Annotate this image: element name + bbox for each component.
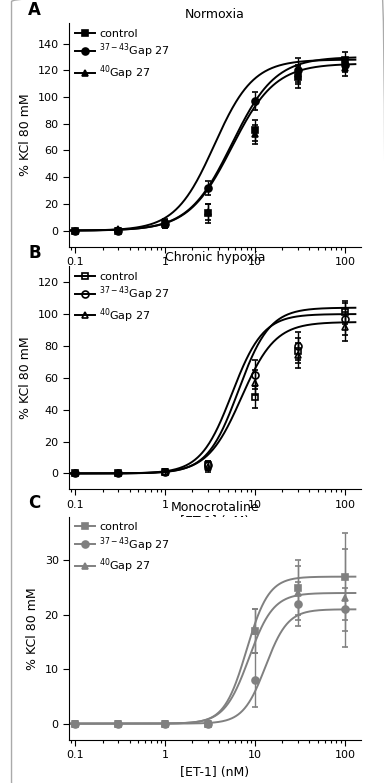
Y-axis label: % KCl 80 mM: % KCl 80 mM bbox=[26, 587, 39, 669]
X-axis label: [ET-1] (nM): [ET-1] (nM) bbox=[180, 766, 250, 779]
X-axis label: [ET-1] (nM): [ET-1] (nM) bbox=[180, 272, 250, 286]
Text: B: B bbox=[28, 244, 41, 262]
X-axis label: [ET-1] (nM): [ET-1] (nM) bbox=[180, 515, 250, 529]
Y-axis label: % KCl 80 mM: % KCl 80 mM bbox=[19, 337, 32, 419]
Title: Chronic hypoxia: Chronic hypoxia bbox=[165, 251, 265, 264]
Title: Monocrotaline: Monocrotaline bbox=[171, 501, 259, 514]
Text: A: A bbox=[28, 1, 41, 19]
Legend: control, $^{37-43}$Gap 27, $^{40}$Gap 27: control, $^{37-43}$Gap 27, $^{40}$Gap 27 bbox=[73, 269, 172, 327]
Text: C: C bbox=[28, 494, 41, 512]
Legend: control, $^{37-43}$Gap 27, $^{40}$Gap 27: control, $^{37-43}$Gap 27, $^{40}$Gap 27 bbox=[73, 520, 172, 577]
Y-axis label: % KCl 80 mM: % KCl 80 mM bbox=[19, 94, 32, 176]
Legend: control, $^{37-43}$Gap 27, $^{40}$Gap 27: control, $^{37-43}$Gap 27, $^{40}$Gap 27 bbox=[73, 27, 172, 84]
Title: Normoxia: Normoxia bbox=[185, 8, 245, 21]
